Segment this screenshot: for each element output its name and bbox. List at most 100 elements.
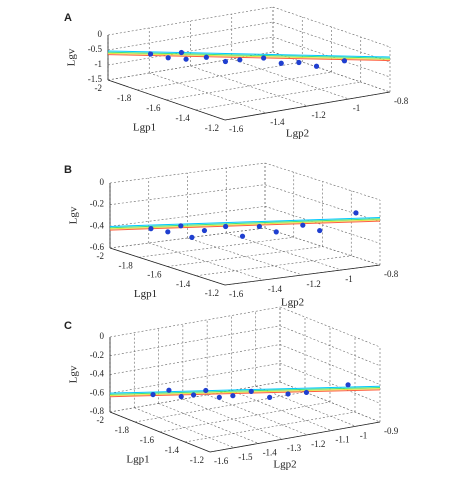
fit-line [109, 220, 381, 231]
z-tick-label: -0.4 [90, 369, 105, 379]
y-tick-label: -0.8 [394, 96, 409, 106]
axis-line [107, 79, 226, 121]
grid-line [137, 61, 303, 91]
grid-line [264, 184, 381, 222]
data-point [178, 393, 184, 400]
grid-line [264, 227, 381, 266]
x-tick-label: -1.8 [119, 260, 134, 270]
y-tick-label: -1 [345, 274, 353, 284]
data-point [203, 387, 209, 394]
grid-line [184, 411, 356, 443]
z-axis-label: Lgv [66, 48, 78, 66]
axis-line [109, 247, 226, 286]
grid-line [148, 242, 264, 281]
y-tick-label: -1.6 [229, 289, 244, 299]
y-tick-label: -1.4 [270, 117, 285, 127]
x-tick-label: -1.2 [205, 123, 219, 133]
grid-line [279, 306, 381, 348]
z-tick-label: -0.2 [90, 199, 104, 209]
data-point [256, 223, 262, 230]
y-tick-label: -0.9 [384, 426, 399, 436]
y-tick-label: -1.4 [263, 447, 278, 457]
grid-line [207, 394, 308, 436]
y-axis-label: Lgp2 [281, 297, 304, 309]
x-tick-label: -1.6 [146, 103, 161, 113]
data-point [147, 51, 154, 57]
data-point [285, 391, 291, 397]
fit-line [109, 217, 381, 227]
x-tick-label: -1.4 [176, 113, 191, 123]
axis-line [224, 91, 391, 121]
grid-line [226, 232, 342, 271]
z-axis-label: Lgv [68, 206, 80, 224]
fit-line [109, 385, 381, 394]
grid-line [134, 391, 306, 423]
data-point [203, 54, 209, 60]
data-point [165, 55, 171, 61]
grid-line [109, 306, 281, 338]
y-axis-label: Lgp2 [286, 128, 309, 140]
grid-line [187, 237, 303, 276]
z-tick-label: 0 [98, 29, 103, 39]
z-tick-label: -0.4 [90, 220, 105, 230]
y-axis-label: Lgp2 [273, 459, 296, 471]
grid-line [231, 390, 332, 431]
data-point [278, 60, 284, 66]
x-tick-label: -1.4 [165, 445, 180, 455]
y-tick-label: -1.5 [238, 452, 253, 462]
data-point [183, 56, 189, 62]
grid-line [264, 162, 381, 201]
z-tick-label: -0.6 [90, 387, 105, 397]
data-point [267, 394, 273, 400]
fit-line [107, 50, 391, 58]
data-point [178, 49, 185, 56]
y-tick-label: -1.2 [307, 279, 321, 289]
grid-line [272, 6, 391, 48]
grid-line [272, 21, 391, 63]
x-tick-label: -1.2 [205, 288, 219, 298]
data-point [296, 59, 302, 66]
data-point [239, 233, 246, 239]
y-tick-label: -1.4 [268, 284, 283, 294]
x-tick-label: -2 [95, 83, 103, 93]
x-tick-label: -1.6 [147, 270, 162, 280]
fit-line [107, 51, 391, 59]
grid-line [196, 255, 352, 277]
x-tick-label: -2 [97, 415, 105, 425]
data-point [345, 382, 351, 388]
data-point [230, 393, 236, 399]
z-axis-label: Lgv [68, 365, 80, 383]
panel-label: B [64, 164, 72, 176]
y-tick-label: -1 [360, 430, 368, 440]
grid-line [158, 403, 259, 444]
data-point [190, 392, 197, 398]
grid-line [159, 401, 331, 433]
data-point [303, 389, 310, 396]
panel-label: A [64, 12, 72, 24]
y-tick-label: -1 [353, 103, 361, 113]
data-point [148, 226, 154, 232]
grid-line [109, 325, 281, 357]
grid-line [190, 65, 308, 107]
grid-line [279, 344, 381, 385]
y-tick-label: -0.8 [384, 269, 399, 279]
x-tick-label: -1.8 [117, 93, 132, 103]
x-axis-label: Lgp1 [126, 454, 149, 466]
data-point [178, 223, 184, 229]
grid-line [231, 58, 349, 100]
data-point [237, 57, 243, 63]
z-tick-label: -0.5 [88, 44, 103, 54]
grid-line [149, 72, 267, 114]
fit-line [109, 219, 381, 230]
data-point [248, 388, 254, 394]
axis-line [209, 421, 381, 453]
y-tick-label: -1.3 [287, 443, 302, 453]
z-tick-label: -1 [95, 59, 103, 69]
grid-line [109, 381, 281, 413]
y-tick-label: -1.2 [311, 439, 325, 449]
y-tick-label: -1.6 [214, 456, 229, 466]
data-point [317, 227, 323, 234]
panel-label: C [64, 320, 72, 332]
y-tick-label: -1.6 [229, 124, 244, 134]
